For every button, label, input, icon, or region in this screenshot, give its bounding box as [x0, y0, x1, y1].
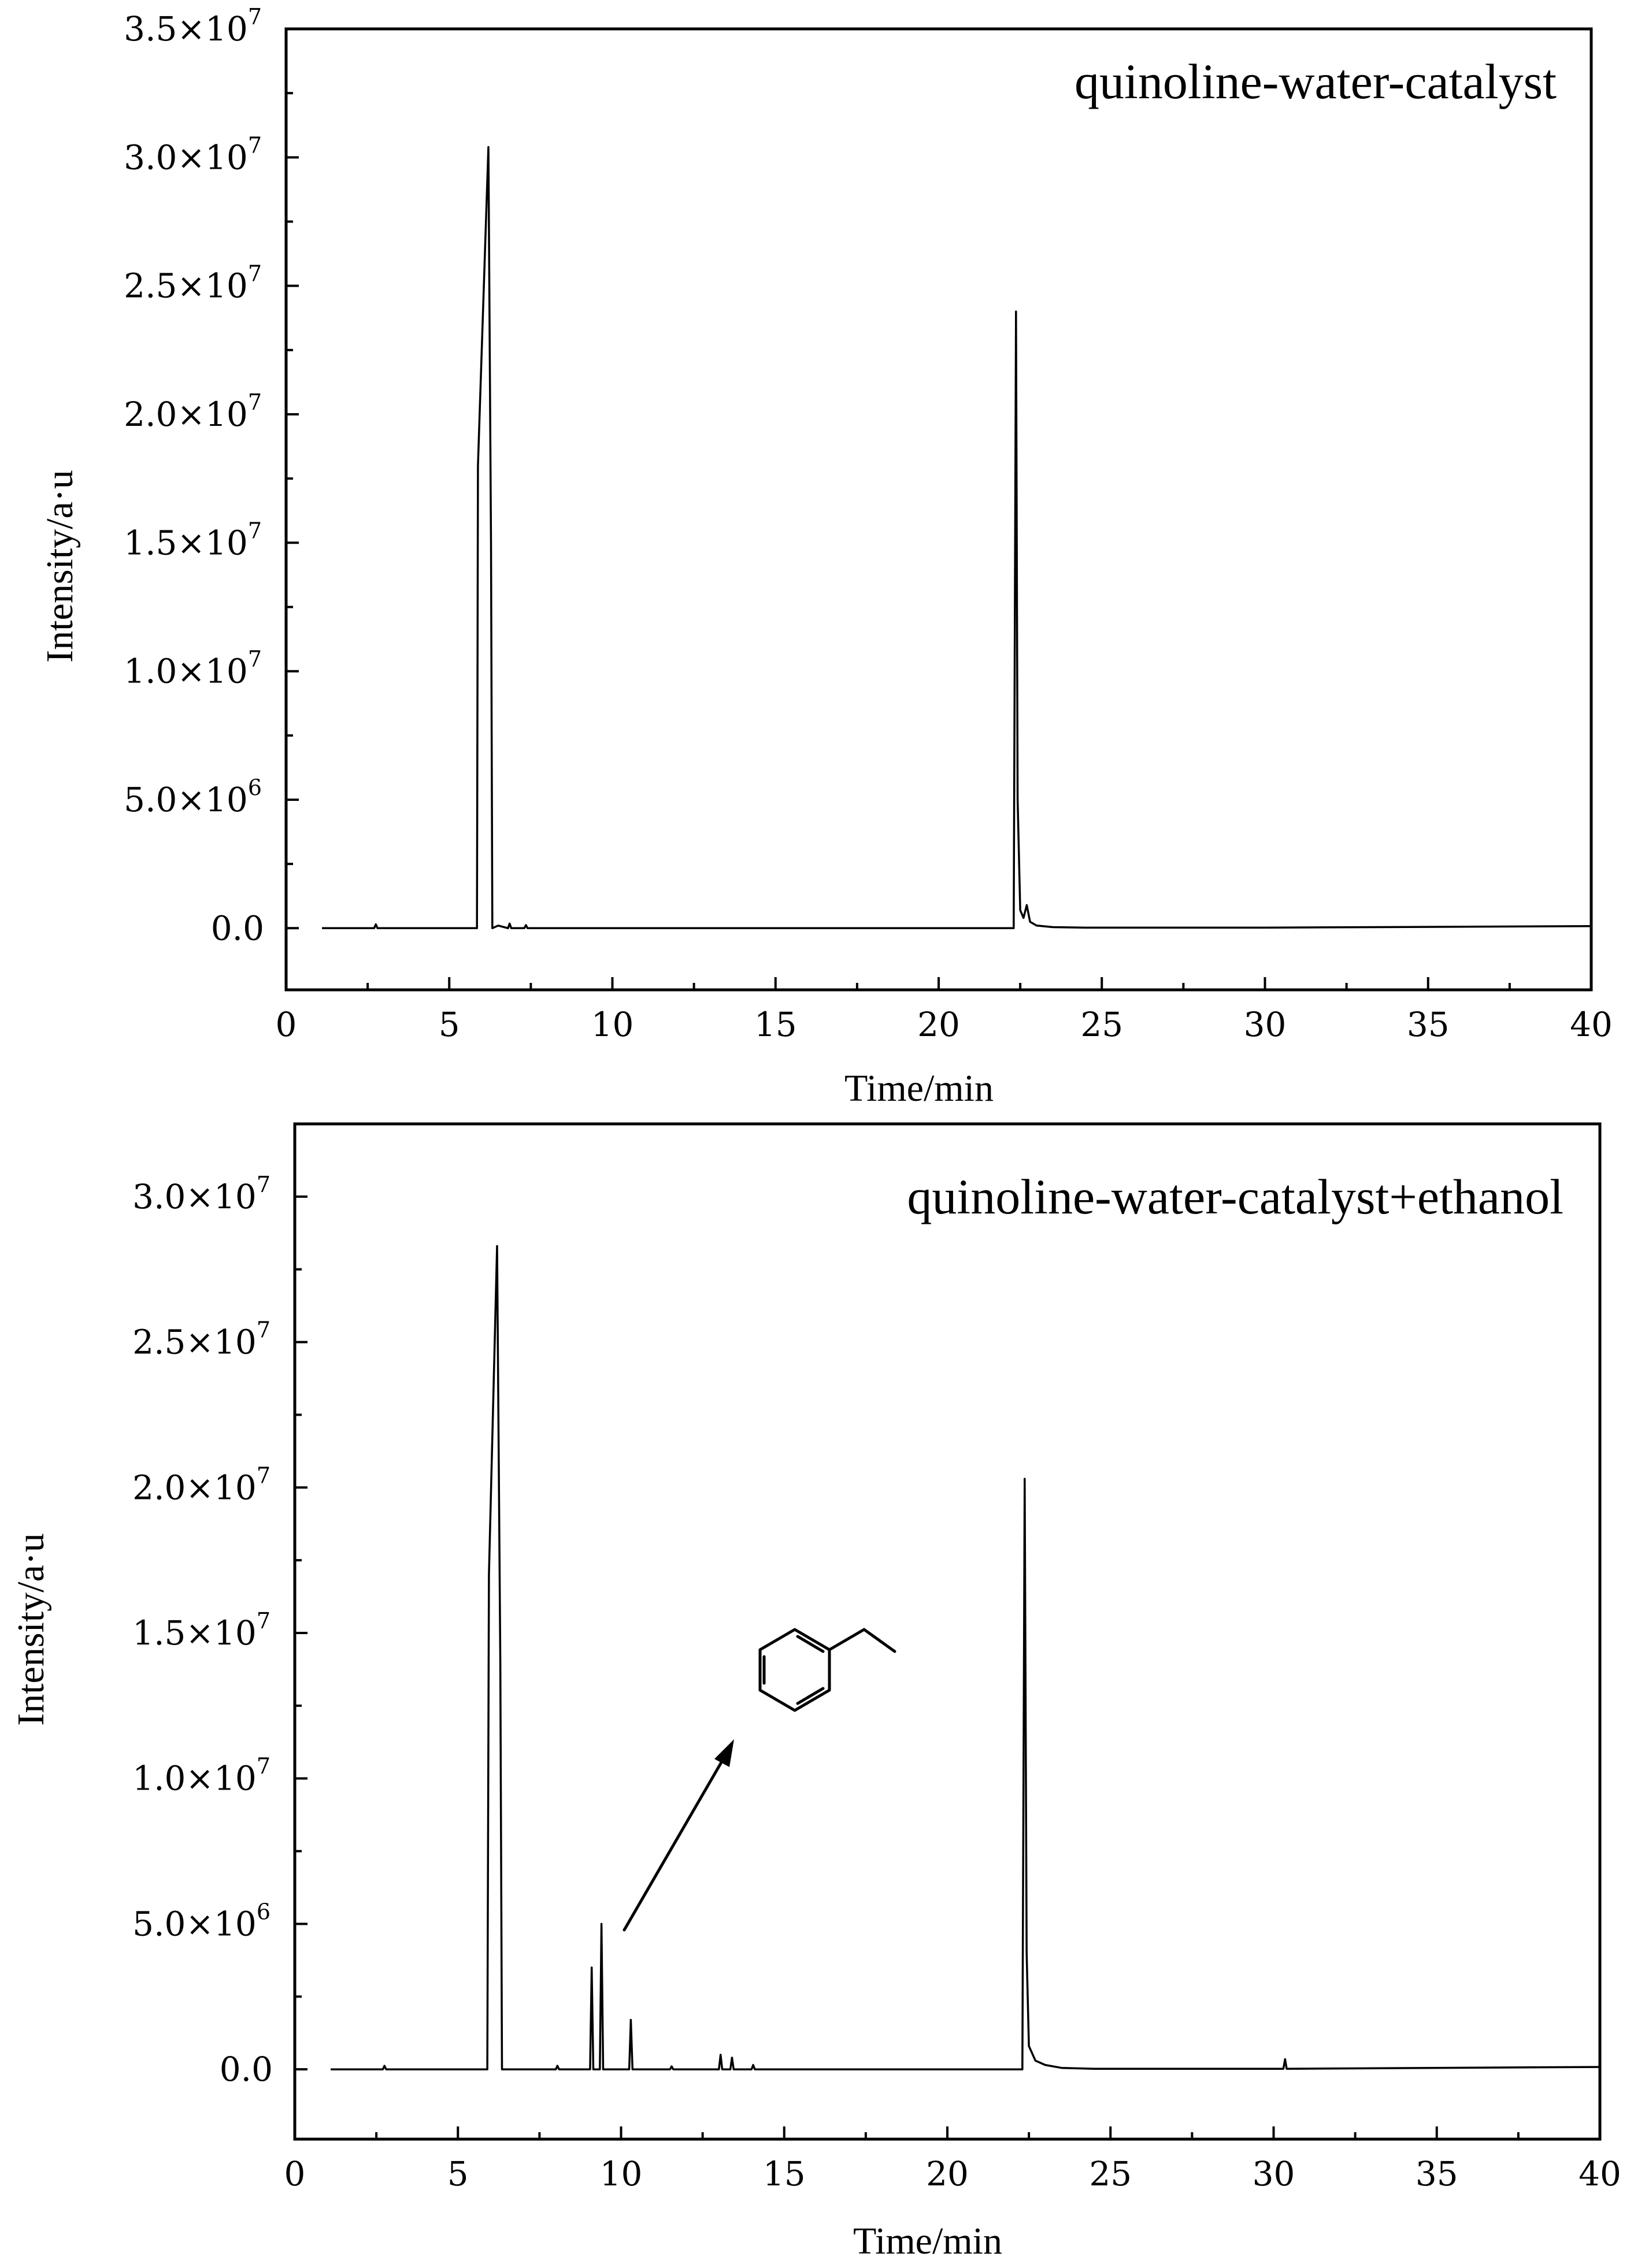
x-tick-label: 35	[1416, 2154, 1458, 2193]
x-tick-label: 15	[754, 1005, 797, 1044]
y-tick-label: 0.0	[211, 908, 264, 948]
y-tick-label: 3.5×107	[124, 4, 262, 49]
y-tick-label: 0.0	[220, 2050, 273, 2089]
x-tick-label: 0	[284, 2154, 306, 2193]
x-tick-label: 5	[447, 2154, 469, 2193]
x-tick-label: 0	[276, 1005, 297, 1044]
y-tick-label: 3.0×107	[124, 132, 262, 177]
bottom-panel: 0 5 10 15 20 25 30 35 40 0.0 5.0×106 1.0×107 1.5×10…	[10, 1122, 1621, 2262]
x-tick-label: 40	[1579, 2154, 1621, 2193]
x-tick-label: 35	[1407, 1005, 1450, 1044]
top-y-ticks: 0.0 5.0×106 1.0×107 1.5×107 2.0×107 2.5×107 3.…	[124, 4, 299, 948]
x-tick-label: 20	[917, 1005, 960, 1044]
x-tick-label: 10	[600, 2154, 643, 2193]
bottom-x-axis-title: Time/min	[853, 2220, 1002, 2262]
x-tick-label: 30	[1244, 1005, 1287, 1044]
x-tick-label: 5	[439, 1005, 460, 1044]
x-tick-label: 25	[1080, 1005, 1123, 1044]
x-tick-label: 40	[1570, 1005, 1613, 1044]
y-tick-label: 2.0×107	[132, 1462, 271, 1507]
top-y-axis-title: Intensity/a·u	[39, 470, 81, 663]
x-tick-label: 25	[1089, 2154, 1132, 2193]
top-x-axis-title: Time/min	[844, 1067, 994, 1109]
top-panel-title: quinoline-water-catalyst	[1074, 54, 1557, 109]
bottom-x-ticks: 0 5 10 15 20 25 30 35 40	[284, 2126, 1621, 2193]
annotation-arrow	[623, 1739, 734, 1932]
bottom-y-ticks: 0.0 5.0×106 1.0×107 1.5×107 2.0×107 2.5×107 3.…	[132, 1172, 307, 2089]
top-plot-frame	[284, 27, 1593, 992]
top-series-line	[322, 146, 1592, 930]
top-x-ticks: 0 5 10 15 20 25 30 35 40	[276, 977, 1613, 1044]
y-tick-label: 2.5×107	[124, 261, 262, 306]
bottom-plot-frame	[293, 1122, 1602, 2141]
bottom-series-line	[331, 1245, 1600, 2070]
y-tick-label: 1.0×107	[124, 647, 262, 691]
y-tick-label: 2.0×107	[124, 389, 262, 434]
x-tick-label: 30	[1253, 2154, 1295, 2193]
y-tick-label: 3.0×107	[132, 1172, 271, 1216]
y-tick-label: 1.5×107	[124, 518, 262, 562]
bottom-panel-title: quinoline-water-catalyst+ethanol	[907, 1169, 1563, 1224]
top-panel: 0 5 10 15 20 25 30 35 40 0.0 5.0×106 1.0×107 1.5×10…	[39, 4, 1613, 1109]
x-tick-label: 10	[591, 1005, 634, 1044]
y-tick-label: 5.0×106	[132, 1899, 271, 1943]
bottom-y-axis-title: Intensity/a·u	[10, 1533, 52, 1726]
ethylbenzene-structure-icon	[758, 1628, 896, 1712]
y-tick-label: 1.0×107	[132, 1754, 271, 1798]
x-tick-label: 15	[763, 2154, 806, 2193]
y-tick-label: 5.0×106	[124, 775, 262, 819]
x-tick-label: 20	[926, 2154, 969, 2193]
y-tick-label: 1.5×107	[132, 1608, 271, 1653]
y-tick-label: 2.5×107	[132, 1317, 271, 1362]
